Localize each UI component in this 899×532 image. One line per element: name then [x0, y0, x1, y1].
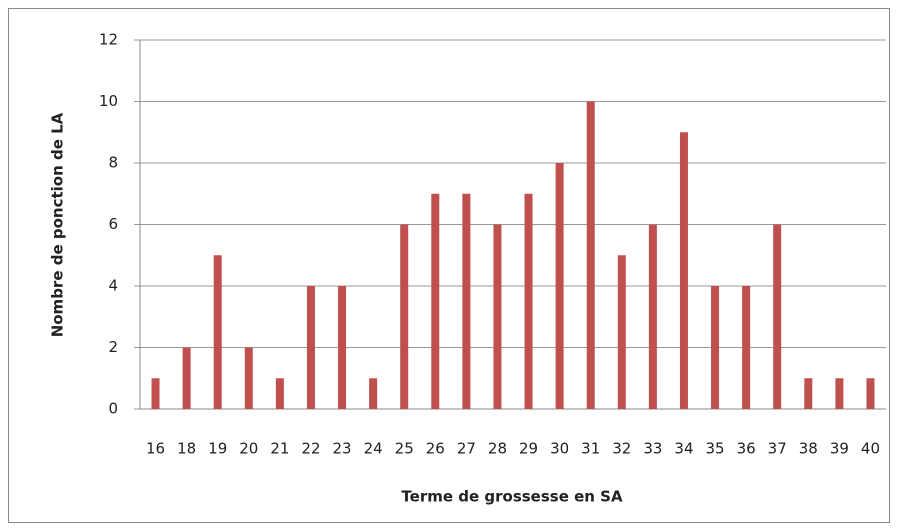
- bar: [742, 286, 751, 409]
- bar: [648, 224, 657, 409]
- bar: [835, 378, 844, 409]
- x-tick-label: 19: [208, 440, 227, 458]
- x-tick-label: 16: [146, 440, 165, 458]
- bar: [306, 286, 315, 409]
- x-tick-label: 20: [239, 440, 258, 458]
- bar: [679, 132, 688, 409]
- x-tick-label: 34: [674, 440, 693, 458]
- bar: [244, 347, 253, 409]
- x-axis-title: Terme de grossesse en SA: [401, 488, 623, 506]
- x-tick-label: 30: [550, 440, 569, 458]
- bar: [773, 224, 782, 409]
- y-tick-label: 6: [108, 215, 118, 233]
- y-tick-label: 12: [99, 31, 118, 49]
- bar: [586, 101, 595, 409]
- x-tick-label: 23: [332, 440, 351, 458]
- x-tick-label: 21: [270, 440, 289, 458]
- bar: [338, 286, 347, 409]
- x-tick-label: 35: [705, 440, 724, 458]
- bar: [182, 347, 191, 409]
- x-tick-label: 22: [301, 440, 320, 458]
- bar: [711, 286, 720, 409]
- bar: [555, 163, 564, 409]
- x-tick-label: 29: [519, 440, 538, 458]
- bar: [804, 378, 813, 409]
- bar: [462, 193, 471, 409]
- x-tick-label: 31: [581, 440, 600, 458]
- x-tick-label: 26: [426, 440, 445, 458]
- x-tick-label: 27: [457, 440, 476, 458]
- x-tick-label: 37: [768, 440, 787, 458]
- x-tick-label: 18: [177, 440, 196, 458]
- y-axis-title: Nombre de ponction de LA: [49, 112, 67, 337]
- x-tick-label: 32: [612, 440, 631, 458]
- x-tick-label: 39: [830, 440, 849, 458]
- y-tick-label: 4: [108, 277, 118, 295]
- y-tick-label: 2: [108, 338, 118, 356]
- bar: [431, 193, 440, 409]
- bar: [213, 255, 222, 409]
- bar: [151, 378, 160, 409]
- x-tick-label: 33: [643, 440, 662, 458]
- chart-border: [8, 8, 890, 523]
- bar: [369, 378, 378, 409]
- bar: [275, 378, 284, 409]
- x-tick-label: 38: [799, 440, 818, 458]
- bar: [524, 193, 533, 409]
- x-tick-label: 36: [737, 440, 756, 458]
- bar: [400, 224, 409, 409]
- y-tick-label: 0: [108, 400, 118, 418]
- bar: [866, 378, 875, 409]
- y-tick-label: 10: [99, 92, 118, 110]
- x-tick-label: 25: [395, 440, 414, 458]
- bar: [493, 224, 502, 409]
- bar: [617, 255, 626, 409]
- x-tick-label: 24: [364, 440, 383, 458]
- x-tick-label: 40: [861, 440, 880, 458]
- y-tick-label: 8: [108, 154, 118, 172]
- x-tick-label: 28: [488, 440, 507, 458]
